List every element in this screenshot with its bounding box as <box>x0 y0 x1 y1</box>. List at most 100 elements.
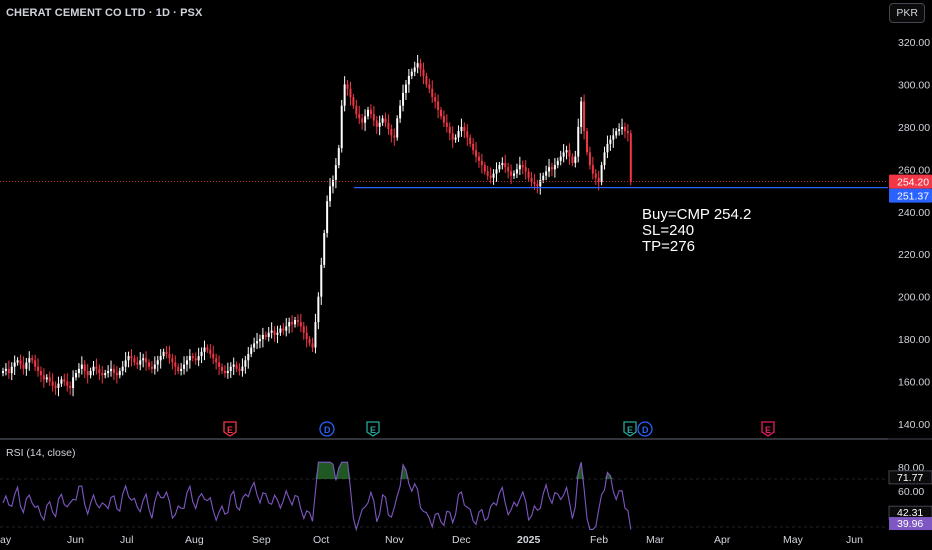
candle-body <box>294 320 296 325</box>
candle-body <box>37 366 40 371</box>
price-tick-label: 260.00 <box>898 164 930 176</box>
candle-body <box>340 105 343 149</box>
price-tick-label: 160.00 <box>898 377 930 389</box>
rsi-overbought-fill <box>3 462 631 479</box>
candle-body <box>352 97 355 106</box>
candle-body <box>396 118 399 138</box>
candle-body <box>413 67 416 72</box>
candle-body <box>226 370 229 374</box>
support-price-label: 251.37 <box>897 191 929 203</box>
event-letter: E <box>627 425 633 435</box>
candle-body <box>329 186 332 202</box>
candle-body <box>232 364 235 367</box>
candle-body <box>165 351 168 354</box>
candle-body <box>343 84 346 106</box>
candle-body <box>539 179 542 187</box>
candle-body <box>150 366 153 369</box>
time-axis-label: Feb <box>590 534 608 546</box>
event-letter: E <box>370 425 376 435</box>
candle-body <box>171 358 174 363</box>
candle-body <box>626 131 629 134</box>
candle-body <box>16 360 19 363</box>
candle-body <box>2 370 4 374</box>
candle-body <box>98 368 101 374</box>
last-price-label: 254.20 <box>897 177 929 189</box>
candle-body <box>530 177 533 183</box>
rsi-lower-label: 42.31 <box>897 507 923 519</box>
candle-body <box>253 343 256 348</box>
candle-body <box>568 150 571 157</box>
candle-body <box>603 152 606 166</box>
candle-body <box>486 171 489 176</box>
candle-body <box>545 171 548 176</box>
candle-body <box>404 84 407 93</box>
candle-body <box>308 339 311 344</box>
rsi-current-label: 39.96 <box>897 518 923 530</box>
candle-body <box>533 182 536 185</box>
candle-body <box>258 339 261 342</box>
time-axis-label: May <box>783 534 804 546</box>
candle-body <box>54 385 57 388</box>
candle-body <box>571 156 574 163</box>
candle-body <box>548 167 551 172</box>
candle-body <box>209 349 212 354</box>
candle-body <box>168 353 171 359</box>
rsi-title[interactable]: RSI (14, close) <box>6 447 76 459</box>
candle-body <box>489 175 492 178</box>
candle-body <box>583 101 586 132</box>
time-axis-label: Oct <box>313 534 329 546</box>
candle-body <box>215 358 218 363</box>
candle-body <box>118 370 121 376</box>
candle-body <box>145 358 148 363</box>
candle-body <box>45 377 48 380</box>
candle-body <box>574 156 577 163</box>
candle-body <box>372 114 375 121</box>
candle-body <box>261 334 264 340</box>
candle-body <box>369 109 372 115</box>
earnings-event-icon[interactable] <box>761 421 775 437</box>
candle-body <box>159 356 162 361</box>
candle-body <box>142 358 145 361</box>
price-tick-label: 180.00 <box>898 334 930 346</box>
time-axis-label: ay <box>0 534 12 546</box>
symbol-title[interactable]: CHERAT CEMENT CO LTD · 1D · PSX <box>6 7 203 19</box>
candle-body <box>185 360 188 365</box>
candle-body <box>361 118 364 123</box>
candle-body <box>475 150 478 157</box>
candle-body <box>162 351 165 357</box>
candle-body <box>148 362 150 367</box>
dividend-event-icon[interactable] <box>637 421 653 437</box>
candle-body <box>358 114 361 119</box>
rsi-tick-60: 60.00 <box>898 486 924 498</box>
candle-body <box>28 358 31 363</box>
currency-button[interactable]: PKR <box>889 3 925 23</box>
candle-body <box>267 332 270 337</box>
candle-body <box>42 375 45 380</box>
candle-body <box>320 264 323 297</box>
candle-body <box>425 75 428 85</box>
rsi-line[interactable] <box>2 461 632 532</box>
candle-body <box>10 366 13 374</box>
candle-body <box>13 362 16 367</box>
event-letter: E <box>765 425 771 435</box>
candle-body <box>562 152 565 157</box>
dividend-event-icon[interactable] <box>319 421 335 437</box>
earnings-event-icon[interactable] <box>223 421 237 437</box>
candle-body <box>288 322 291 327</box>
candle-body <box>364 116 367 123</box>
candle-body <box>615 131 618 136</box>
candle-body <box>229 366 232 371</box>
candle-body <box>276 332 279 335</box>
candle-body <box>390 129 393 136</box>
candle-body <box>428 84 431 89</box>
time-axis-label: Aug <box>185 534 204 546</box>
candle-body <box>349 88 352 98</box>
candle-body <box>77 368 80 374</box>
candle-body <box>153 364 156 369</box>
annotation-sl: SL=240 <box>642 222 695 239</box>
price-tick-label: 280.00 <box>898 122 930 134</box>
earnings-event-icon[interactable] <box>366 421 380 437</box>
time-axis-label: Dec <box>452 534 471 546</box>
earnings-event-icon[interactable] <box>623 421 637 437</box>
